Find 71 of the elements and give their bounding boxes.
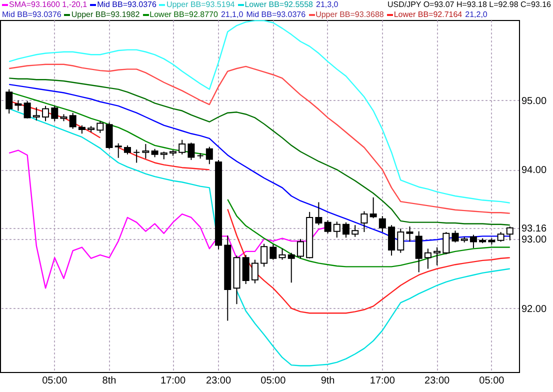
candlestick: [270, 244, 277, 260]
line-series: [8, 20, 510, 204]
candlestick: [260, 243, 268, 268]
candlestick: [51, 105, 58, 122]
y-tick-label: 93.00: [522, 234, 547, 246]
candlestick: [434, 246, 441, 266]
candlestick: [352, 224, 359, 238]
y-tick-label: 92.00: [522, 304, 547, 315]
candlestick: [288, 252, 295, 284]
x-tick-label: 05:00: [479, 376, 505, 386]
candlestick: [188, 142, 195, 160]
candlestick: [506, 226, 514, 241]
legend-label: SMA=93.1600 1,-20,1: [9, 0, 88, 9]
line-series: [8, 64, 510, 214]
x-tick-label: 05:00: [260, 376, 286, 386]
legend-label: Upper BB=93.5194: [166, 0, 235, 9]
candlestick: [296, 238, 304, 259]
candlestick: [406, 226, 414, 242]
candlestick: [333, 221, 340, 238]
candlestick: [415, 230, 422, 273]
candlestick: [370, 196, 377, 219]
candlestick: [470, 234, 477, 248]
text: Mid BB=93.0376: [246, 10, 306, 19]
candlestick: [69, 112, 76, 130]
candlestick: [378, 216, 386, 233]
candlestick: [114, 142, 122, 158]
candlestick: [96, 120, 104, 134]
legend-label: Lower BB=92.7164: [394, 10, 462, 19]
y-tick-label: 94.00: [522, 165, 547, 176]
candlestick: [142, 144, 150, 160]
candlestick: [133, 149, 140, 164]
x-tick-label: 17:00: [370, 376, 396, 386]
candlestick: [124, 144, 131, 155]
legend-label: Lower BB=92.8770: [150, 10, 218, 19]
y-tick-label: 95.00: [522, 96, 547, 107]
candlestick: [32, 106, 40, 121]
legend-label: Lower BB=92.5558: [244, 0, 313, 9]
chart-title: USD/JPY O=93.07 H=93.18 L=92.98 C=93.16: [387, 0, 551, 9]
x-tick-label: 8th: [102, 376, 116, 386]
candlestick: [342, 222, 350, 238]
candlestick: [178, 139, 186, 155]
text: 21,2,0: [465, 10, 488, 19]
x-tick-label: 17:00: [160, 376, 186, 386]
candlestick: [397, 228, 404, 254]
candlestick: [324, 220, 332, 234]
candlestick: [106, 122, 113, 150]
candlestick: [206, 146, 213, 165]
text: 21,3,0: [316, 0, 338, 9]
candlestick: [497, 232, 504, 242]
candlestick: [251, 259, 258, 284]
candlestick: [42, 105, 50, 122]
candlestick: [24, 100, 31, 119]
candlestick: [315, 202, 322, 226]
candlestick: [6, 88, 13, 114]
x-tick-label: 23:00: [424, 376, 450, 386]
text: Mid BB=93.0376: [2, 10, 62, 19]
legend-label: Mid BB=93.0376: [97, 0, 156, 9]
candlestick: [442, 232, 450, 255]
x-tick-label: 9th: [320, 376, 335, 386]
text: 21,1,0: [220, 10, 244, 19]
candlestick: [388, 224, 396, 256]
candlestick: [278, 248, 286, 260]
y-tick-label: 93.16: [522, 223, 547, 234]
x-tick-label: 05:00: [42, 376, 68, 386]
candlestick: [452, 230, 459, 243]
candlestick: [242, 254, 250, 284]
x-tick-label: 23:00: [206, 376, 232, 386]
candlestick: [424, 248, 432, 270]
legend-label: Upper BB=93.1982: [71, 10, 140, 19]
candlestick: [360, 210, 368, 233]
legend-label: Upper BB=93.3688: [316, 10, 384, 19]
